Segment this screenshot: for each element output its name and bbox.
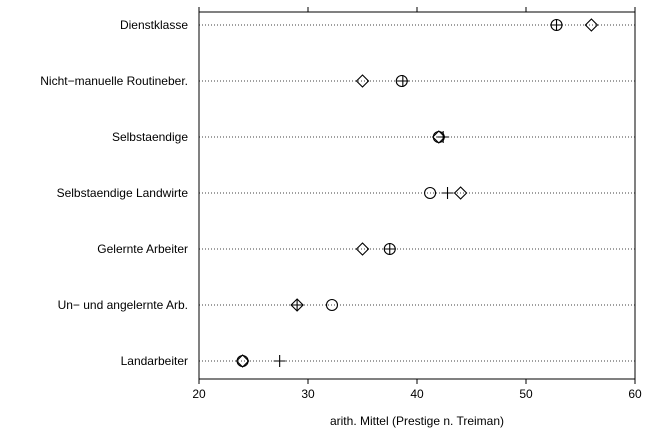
plus-marker [437, 131, 450, 143]
diamond-marker [584, 18, 599, 32]
circle-marker [424, 186, 437, 200]
category-label: Gelernte Arbeiter [97, 242, 188, 256]
x-axis-title: arith. Mittel (Prestige n. Treiman) [330, 414, 504, 428]
plus-marker [273, 355, 286, 367]
x-tick-label: 20 [192, 387, 206, 401]
plus-marker [550, 19, 563, 31]
plot-frame [198, 11, 636, 380]
category-label: Dienstklasse [120, 18, 188, 32]
x-tick-label: 50 [519, 387, 533, 401]
category-labels: Dienstklasse Nicht−manuelle Routineber. Se… [40, 18, 188, 368]
category-label: Selbstaendige Landwirte [57, 186, 189, 200]
x-axis-ticks: 20 30 40 50 60 [192, 7, 642, 401]
diamond-marker [235, 354, 250, 368]
plus-marker [441, 187, 454, 199]
category-label: Selbstaendige [112, 130, 188, 144]
circle-marker [325, 298, 339, 312]
category-label: Nicht−manuelle Routineber. [40, 74, 188, 88]
category-label: Landarbeiter [121, 354, 188, 368]
diamond-marker [432, 130, 446, 144]
plus-marker [291, 299, 304, 311]
diamond-marker [453, 186, 468, 200]
diamond-marker [290, 298, 304, 312]
x-tick-label: 30 [301, 387, 315, 401]
x-tick-label: 60 [628, 387, 642, 401]
x-tick-label: 40 [410, 387, 424, 401]
data-markers [235, 18, 599, 368]
category-label: Un− und angelernte Arb. [58, 298, 188, 312]
gridlines [199, 24, 635, 362]
diamond-marker [355, 74, 370, 88]
plus-marker [396, 75, 409, 87]
diamond-marker [355, 242, 370, 256]
plus-marker [383, 243, 396, 255]
